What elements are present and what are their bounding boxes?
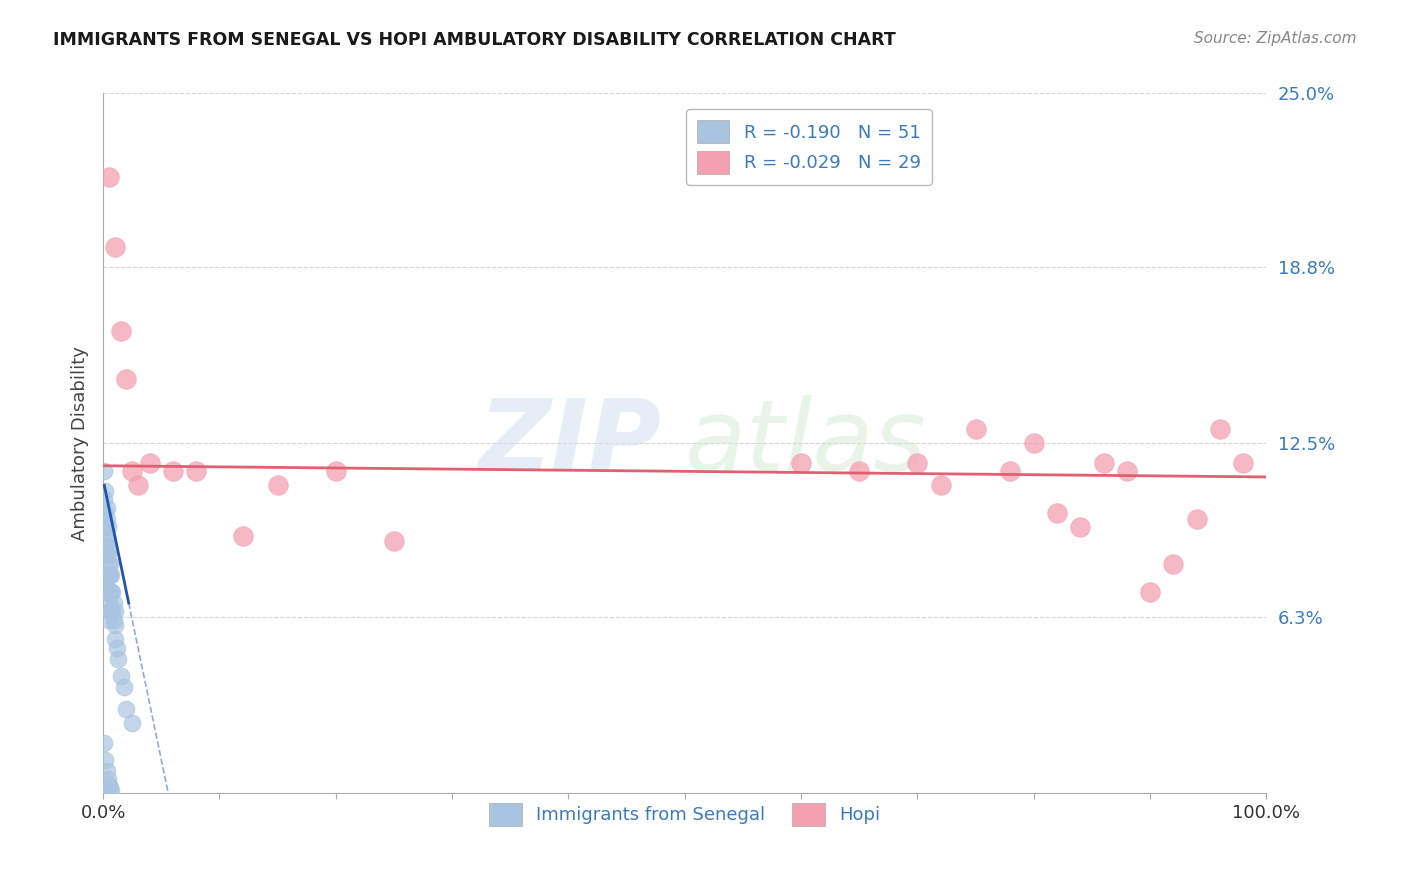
- Point: [97, 584, 120, 599]
- Point: [115, 702, 138, 716]
- Point: [93, 520, 115, 534]
- Point: [101, 604, 124, 618]
- Point: [138, 456, 160, 470]
- Y-axis label: Ambulatory Disability: Ambulatory Disability: [72, 346, 89, 541]
- Point: [93, 492, 115, 507]
- Point: [115, 372, 138, 386]
- Point: [100, 584, 122, 599]
- Point: [94, 540, 117, 554]
- Point: [96, 568, 118, 582]
- Point: [103, 613, 125, 627]
- Point: [97, 568, 120, 582]
- Point: [104, 632, 127, 647]
- Point: [93, 736, 115, 750]
- Point: [94, 483, 117, 498]
- Text: IMMIGRANTS FROM SENEGAL VS HOPI AMBULATORY DISABILITY CORRELATION CHART: IMMIGRANTS FROM SENEGAL VS HOPI AMBULATO…: [53, 31, 896, 49]
- Point: [94, 520, 117, 534]
- Point: [121, 464, 143, 478]
- Point: [1022, 436, 1045, 450]
- Point: [94, 753, 117, 767]
- Point: [97, 772, 120, 787]
- Point: [97, 549, 120, 563]
- Point: [97, 778, 120, 792]
- Point: [97, 596, 120, 610]
- Point: [110, 669, 132, 683]
- Legend: Immigrants from Senegal, Hopi: Immigrants from Senegal, Hopi: [482, 796, 887, 833]
- Point: [97, 520, 120, 534]
- Point: [929, 478, 952, 492]
- Point: [186, 464, 208, 478]
- Point: [104, 618, 127, 632]
- Point: [103, 596, 125, 610]
- Point: [97, 534, 120, 549]
- Point: [1209, 422, 1232, 436]
- Point: [162, 464, 184, 478]
- Point: [97, 170, 120, 185]
- Point: [907, 456, 929, 470]
- Point: [790, 456, 813, 470]
- Point: [1000, 464, 1022, 478]
- Point: [98, 584, 121, 599]
- Point: [96, 549, 118, 563]
- Point: [98, 568, 121, 582]
- Point: [97, 540, 120, 554]
- Point: [96, 500, 118, 515]
- Point: [96, 529, 118, 543]
- Point: [100, 783, 122, 797]
- Point: [101, 584, 124, 599]
- Text: Source: ZipAtlas.com: Source: ZipAtlas.com: [1194, 31, 1357, 46]
- Point: [1139, 584, 1161, 599]
- Point: [104, 240, 127, 254]
- Point: [232, 529, 254, 543]
- Point: [325, 464, 347, 478]
- Point: [1163, 557, 1185, 571]
- Point: [96, 764, 118, 778]
- Point: [105, 640, 128, 655]
- Point: [1185, 512, 1208, 526]
- Point: [382, 534, 405, 549]
- Point: [93, 464, 115, 478]
- Point: [97, 584, 120, 599]
- Point: [107, 652, 129, 666]
- Point: [104, 604, 127, 618]
- Point: [97, 568, 120, 582]
- Point: [96, 584, 118, 599]
- Text: atlas: atlas: [685, 395, 927, 491]
- Point: [110, 324, 132, 338]
- Point: [965, 422, 987, 436]
- Point: [97, 557, 120, 571]
- Point: [848, 464, 870, 478]
- Point: [1115, 464, 1137, 478]
- Point: [1046, 507, 1069, 521]
- Point: [127, 478, 149, 492]
- Point: [94, 507, 117, 521]
- Point: [98, 604, 121, 618]
- Point: [112, 680, 135, 694]
- Point: [98, 780, 121, 795]
- Point: [96, 512, 118, 526]
- Point: [1232, 456, 1254, 470]
- Point: [1092, 456, 1115, 470]
- Point: [121, 716, 143, 731]
- Point: [100, 568, 122, 582]
- Point: [97, 613, 120, 627]
- Point: [266, 478, 288, 492]
- Point: [100, 604, 122, 618]
- Point: [98, 557, 121, 571]
- Point: [1069, 520, 1091, 534]
- Text: ZIP: ZIP: [478, 395, 661, 491]
